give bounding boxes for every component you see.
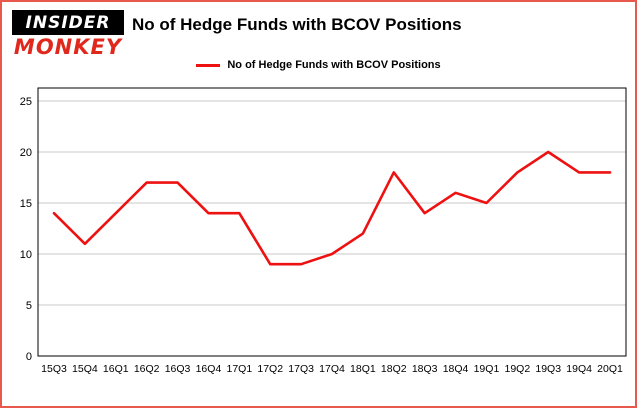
- x-axis-tick-label: 17Q4: [319, 363, 345, 375]
- x-axis-tick-label: 18Q1: [350, 363, 376, 375]
- y-axis-tick-label: 25: [20, 96, 32, 108]
- x-axis-tick-label: 20Q1: [597, 363, 623, 375]
- legend: No of Hedge Funds with BCOV Positions: [2, 59, 635, 71]
- insider-monkey-logo-monkey: MONKEY: [13, 35, 123, 59]
- y-axis-tick-label: 5: [26, 300, 32, 312]
- x-axis-tick-label: 18Q3: [412, 363, 438, 375]
- x-axis-tick-label: 18Q4: [443, 363, 469, 375]
- insider-monkey-logo: INSIDER MONKEY: [12, 10, 124, 58]
- legend-label: No of Hedge Funds with BCOV Positions: [227, 59, 441, 71]
- x-axis-tick-label: 16Q3: [165, 363, 191, 375]
- y-axis-tick-label: 10: [20, 249, 32, 261]
- y-axis-tick-label: 20: [20, 147, 32, 159]
- legend-line-swatch: [196, 63, 221, 67]
- y-axis-tick-label: 0: [26, 351, 32, 363]
- x-axis-tick-label: 18Q2: [381, 363, 407, 375]
- insider-monkey-logo-insider: INSIDER: [12, 10, 124, 35]
- x-axis-tick-label: 17Q2: [257, 363, 283, 375]
- x-axis-tick-label: 15Q3: [41, 363, 67, 375]
- x-axis-tick-label: 19Q2: [504, 363, 530, 375]
- x-axis-tick-label: 19Q1: [474, 363, 500, 375]
- data-series-line: [52, 150, 612, 266]
- x-axis-tick-label: 19Q3: [535, 363, 561, 375]
- x-axis-tick-label: 15Q4: [72, 363, 98, 375]
- y-axis-tick-label: 15: [20, 198, 32, 210]
- x-axis-tick-label: 16Q2: [134, 363, 160, 375]
- x-axis-tick-label: 16Q1: [103, 363, 129, 375]
- plot-border: [37, 87, 627, 357]
- x-axis-tick-label: 17Q3: [288, 363, 314, 375]
- chart-title: No of Hedge Funds with BCOV Positions: [132, 15, 462, 34]
- x-axis-tick-label: 17Q1: [226, 363, 252, 375]
- line-chart: 0 5 10 15 20 25 15Q3 15Q4 16Q1 16Q2 16Q3 16Q4 17Q1 17…: [20, 87, 627, 375]
- x-axis-tick-label: 16Q4: [196, 363, 222, 375]
- x-axis-tick-label: 19Q4: [566, 363, 592, 375]
